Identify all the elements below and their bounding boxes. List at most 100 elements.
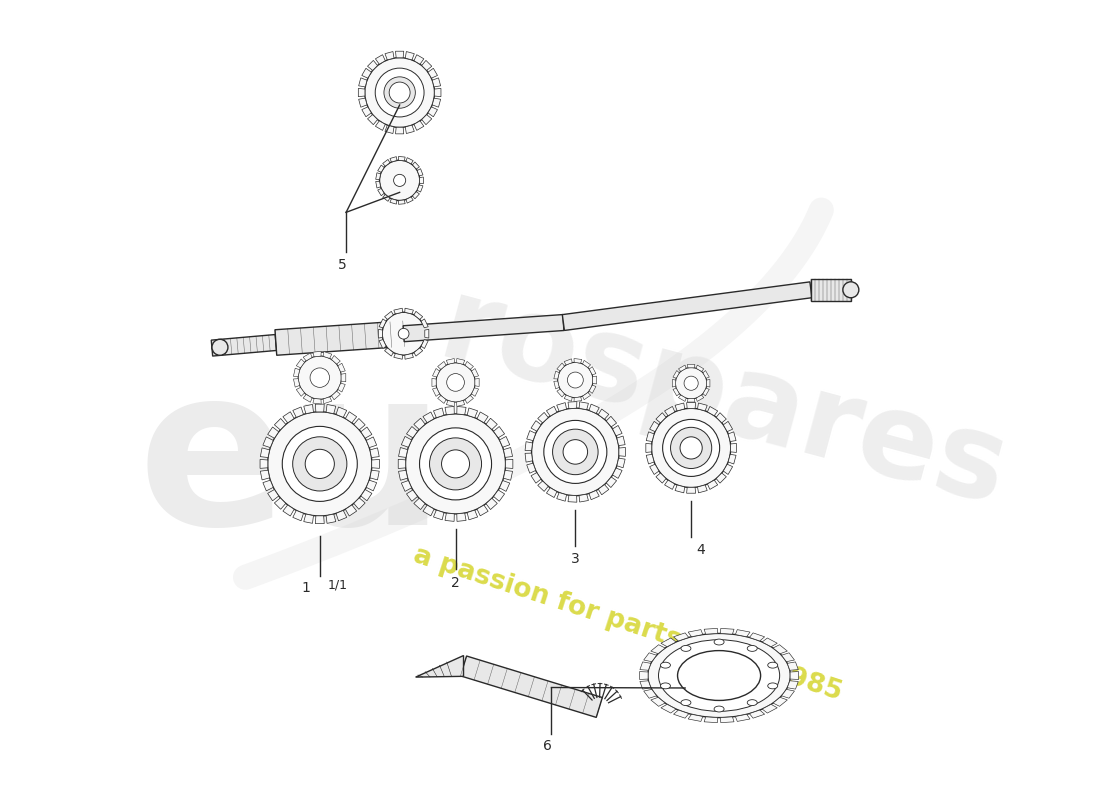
- Polygon shape: [703, 370, 710, 378]
- Circle shape: [563, 440, 587, 464]
- Polygon shape: [788, 681, 799, 689]
- Polygon shape: [456, 513, 466, 522]
- Polygon shape: [720, 717, 734, 722]
- Polygon shape: [590, 404, 600, 414]
- Polygon shape: [312, 398, 321, 404]
- Polygon shape: [385, 51, 394, 60]
- Polygon shape: [465, 395, 473, 403]
- Polygon shape: [304, 514, 313, 523]
- Polygon shape: [414, 311, 422, 319]
- Polygon shape: [361, 427, 372, 438]
- Polygon shape: [679, 365, 686, 371]
- Polygon shape: [749, 710, 764, 718]
- Polygon shape: [414, 498, 425, 510]
- Polygon shape: [730, 443, 736, 453]
- Polygon shape: [504, 447, 513, 458]
- Polygon shape: [362, 68, 372, 78]
- Polygon shape: [261, 448, 270, 458]
- Polygon shape: [378, 330, 383, 338]
- Polygon shape: [385, 125, 394, 134]
- Polygon shape: [781, 690, 794, 698]
- Polygon shape: [696, 395, 704, 402]
- Polygon shape: [504, 470, 513, 480]
- Polygon shape: [338, 363, 345, 372]
- Ellipse shape: [768, 683, 778, 689]
- Polygon shape: [385, 311, 394, 319]
- Polygon shape: [331, 355, 340, 364]
- Polygon shape: [377, 189, 384, 196]
- Polygon shape: [394, 354, 403, 359]
- Polygon shape: [720, 628, 734, 634]
- Circle shape: [293, 437, 346, 491]
- Polygon shape: [728, 454, 736, 464]
- Polygon shape: [728, 432, 736, 442]
- Polygon shape: [675, 485, 684, 493]
- Polygon shape: [446, 406, 454, 414]
- Polygon shape: [736, 630, 750, 637]
- Polygon shape: [316, 404, 324, 412]
- Polygon shape: [646, 454, 654, 464]
- Polygon shape: [354, 418, 365, 430]
- Circle shape: [212, 339, 228, 355]
- Polygon shape: [617, 436, 625, 446]
- Polygon shape: [773, 645, 788, 654]
- Polygon shape: [468, 510, 477, 520]
- Polygon shape: [749, 633, 764, 641]
- Polygon shape: [724, 464, 733, 474]
- Polygon shape: [547, 488, 557, 498]
- Polygon shape: [402, 436, 411, 447]
- Circle shape: [684, 376, 699, 390]
- Polygon shape: [396, 51, 404, 58]
- Polygon shape: [790, 671, 799, 679]
- Text: 4: 4: [696, 543, 705, 557]
- Polygon shape: [686, 487, 695, 494]
- Polygon shape: [547, 406, 557, 416]
- Polygon shape: [405, 354, 414, 359]
- Polygon shape: [619, 447, 626, 456]
- Polygon shape: [341, 374, 345, 382]
- Polygon shape: [414, 121, 424, 130]
- Polygon shape: [323, 352, 332, 358]
- Polygon shape: [673, 633, 689, 641]
- Text: rospares: rospares: [427, 269, 1019, 531]
- Polygon shape: [425, 330, 429, 338]
- Polygon shape: [398, 447, 408, 458]
- Polygon shape: [568, 402, 576, 409]
- Polygon shape: [557, 363, 564, 371]
- Polygon shape: [579, 402, 588, 410]
- Ellipse shape: [648, 634, 791, 718]
- Circle shape: [375, 68, 425, 117]
- Ellipse shape: [714, 639, 724, 645]
- Circle shape: [310, 368, 330, 387]
- Polygon shape: [359, 89, 365, 97]
- Polygon shape: [689, 630, 703, 637]
- Polygon shape: [417, 169, 424, 176]
- Polygon shape: [377, 165, 384, 172]
- Polygon shape: [646, 443, 651, 453]
- Polygon shape: [639, 671, 648, 679]
- Polygon shape: [412, 192, 419, 199]
- Polygon shape: [345, 412, 356, 423]
- Polygon shape: [398, 470, 408, 480]
- Polygon shape: [375, 54, 385, 64]
- Polygon shape: [376, 182, 381, 188]
- Polygon shape: [379, 340, 386, 349]
- Text: 5: 5: [338, 258, 346, 272]
- Polygon shape: [583, 360, 591, 367]
- Polygon shape: [688, 398, 695, 402]
- Circle shape: [394, 174, 406, 186]
- Polygon shape: [697, 485, 707, 493]
- Polygon shape: [294, 378, 299, 387]
- Circle shape: [365, 58, 435, 127]
- Polygon shape: [383, 194, 389, 202]
- Polygon shape: [296, 359, 305, 368]
- Ellipse shape: [768, 662, 778, 668]
- Circle shape: [441, 450, 470, 478]
- Polygon shape: [370, 448, 379, 458]
- Circle shape: [543, 420, 607, 483]
- Polygon shape: [650, 464, 659, 474]
- Polygon shape: [312, 351, 321, 357]
- Polygon shape: [304, 405, 313, 414]
- Polygon shape: [486, 498, 497, 510]
- Polygon shape: [432, 369, 440, 377]
